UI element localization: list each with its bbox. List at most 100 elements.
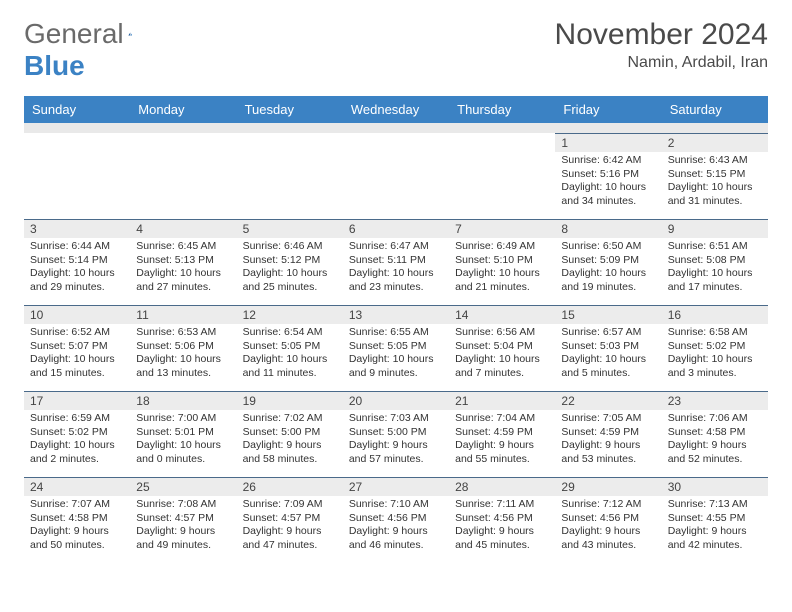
day-cell: 28Sunrise: 7:11 AMSunset: 4:56 PMDayligh… (449, 477, 555, 563)
day-text: Sunrise: 6:53 AMSunset: 5:06 PMDaylight:… (136, 324, 230, 381)
day-text: Sunrise: 6:57 AMSunset: 5:03 PMDaylight:… (561, 324, 655, 381)
day-content: Sunrise: 6:59 AMSunset: 5:02 PMDaylight:… (24, 410, 130, 471)
day-cell: 10Sunrise: 6:52 AMSunset: 5:07 PMDayligh… (24, 305, 130, 391)
day-cell: 1Sunrise: 6:42 AMSunset: 5:16 PMDaylight… (555, 133, 661, 219)
day-number: 21 (449, 391, 555, 410)
day-content: Sunrise: 6:44 AMSunset: 5:14 PMDaylight:… (24, 238, 130, 299)
day-text: Sunrise: 7:10 AMSunset: 4:56 PMDaylight:… (349, 496, 443, 553)
day-content: Sunrise: 7:03 AMSunset: 5:00 PMDaylight:… (343, 410, 449, 471)
day-content: Sunrise: 6:46 AMSunset: 5:12 PMDaylight:… (237, 238, 343, 299)
day-number: 4 (130, 219, 236, 238)
logo: General (24, 18, 156, 50)
calendar-row: 10Sunrise: 6:52 AMSunset: 5:07 PMDayligh… (24, 305, 768, 391)
day-text: Sunrise: 7:03 AMSunset: 5:00 PMDaylight:… (349, 410, 443, 467)
day-text: Sunrise: 6:43 AMSunset: 5:15 PMDaylight:… (668, 152, 762, 209)
day-cell: 21Sunrise: 7:04 AMSunset: 4:59 PMDayligh… (449, 391, 555, 477)
day-content: Sunrise: 7:13 AMSunset: 4:55 PMDaylight:… (662, 496, 768, 557)
day-number: 10 (24, 305, 130, 324)
day-number: 15 (555, 305, 661, 324)
day-text: Sunrise: 6:55 AMSunset: 5:05 PMDaylight:… (349, 324, 443, 381)
day-content: Sunrise: 7:05 AMSunset: 4:59 PMDaylight:… (555, 410, 661, 471)
day-text: Sunrise: 6:47 AMSunset: 5:11 PMDaylight:… (349, 238, 443, 295)
day-cell: 25Sunrise: 7:08 AMSunset: 4:57 PMDayligh… (130, 477, 236, 563)
blank-header-row (24, 123, 768, 133)
day-text: Sunrise: 6:56 AMSunset: 5:04 PMDaylight:… (455, 324, 549, 381)
day-text: Sunrise: 6:45 AMSunset: 5:13 PMDaylight:… (136, 238, 230, 295)
weekday-header: Thursday (449, 96, 555, 123)
day-content: Sunrise: 7:10 AMSunset: 4:56 PMDaylight:… (343, 496, 449, 557)
day-number: 3 (24, 219, 130, 238)
day-number: 8 (555, 219, 661, 238)
day-cell: 15Sunrise: 6:57 AMSunset: 5:03 PMDayligh… (555, 305, 661, 391)
day-content: Sunrise: 6:58 AMSunset: 5:02 PMDaylight:… (662, 324, 768, 385)
day-cell: 9Sunrise: 6:51 AMSunset: 5:08 PMDaylight… (662, 219, 768, 305)
day-number: 13 (343, 305, 449, 324)
day-cell: 17Sunrise: 6:59 AMSunset: 5:02 PMDayligh… (24, 391, 130, 477)
weekday-header: Wednesday (343, 96, 449, 123)
day-content: Sunrise: 7:04 AMSunset: 4:59 PMDaylight:… (449, 410, 555, 471)
weekday-header: Saturday (662, 96, 768, 123)
calendar-row: 17Sunrise: 6:59 AMSunset: 5:02 PMDayligh… (24, 391, 768, 477)
day-content: Sunrise: 6:54 AMSunset: 5:05 PMDaylight:… (237, 324, 343, 385)
day-number: 23 (662, 391, 768, 410)
title-block: November 2024 Namin, Ardabil, Iran (555, 18, 768, 72)
day-text: Sunrise: 7:07 AMSunset: 4:58 PMDaylight:… (30, 496, 124, 553)
day-text: Sunrise: 6:58 AMSunset: 5:02 PMDaylight:… (668, 324, 762, 381)
calendar-row: 1Sunrise: 6:42 AMSunset: 5:16 PMDaylight… (24, 133, 768, 219)
day-content: Sunrise: 6:51 AMSunset: 5:08 PMDaylight:… (662, 238, 768, 299)
day-number: 9 (662, 219, 768, 238)
day-text: Sunrise: 7:02 AMSunset: 5:00 PMDaylight:… (243, 410, 337, 467)
day-content: Sunrise: 7:02 AMSunset: 5:00 PMDaylight:… (237, 410, 343, 471)
day-content: Sunrise: 6:47 AMSunset: 5:11 PMDaylight:… (343, 238, 449, 299)
day-content: Sunrise: 7:07 AMSunset: 4:58 PMDaylight:… (24, 496, 130, 557)
calendar-table: Sunday Monday Tuesday Wednesday Thursday… (24, 96, 768, 563)
day-number: 12 (237, 305, 343, 324)
day-cell (449, 133, 555, 219)
day-text: Sunrise: 6:49 AMSunset: 5:10 PMDaylight:… (455, 238, 549, 295)
day-number: 17 (24, 391, 130, 410)
day-cell: 16Sunrise: 6:58 AMSunset: 5:02 PMDayligh… (662, 305, 768, 391)
day-text: Sunrise: 6:51 AMSunset: 5:08 PMDaylight:… (668, 238, 762, 295)
day-content: Sunrise: 6:52 AMSunset: 5:07 PMDaylight:… (24, 324, 130, 385)
day-cell (237, 133, 343, 219)
day-cell: 26Sunrise: 7:09 AMSunset: 4:57 PMDayligh… (237, 477, 343, 563)
day-text: Sunrise: 6:54 AMSunset: 5:05 PMDaylight:… (243, 324, 337, 381)
day-content: Sunrise: 6:57 AMSunset: 5:03 PMDaylight:… (555, 324, 661, 385)
logo-text-blue: Blue (24, 50, 85, 82)
day-text: Sunrise: 7:06 AMSunset: 4:58 PMDaylight:… (668, 410, 762, 467)
day-number: 2 (662, 133, 768, 152)
day-text: Sunrise: 7:00 AMSunset: 5:01 PMDaylight:… (136, 410, 230, 467)
day-content: Sunrise: 6:55 AMSunset: 5:05 PMDaylight:… (343, 324, 449, 385)
day-number: 18 (130, 391, 236, 410)
day-content: Sunrise: 6:49 AMSunset: 5:10 PMDaylight:… (449, 238, 555, 299)
day-cell: 29Sunrise: 7:12 AMSunset: 4:56 PMDayligh… (555, 477, 661, 563)
day-text: Sunrise: 6:59 AMSunset: 5:02 PMDaylight:… (30, 410, 124, 467)
day-content: Sunrise: 6:56 AMSunset: 5:04 PMDaylight:… (449, 324, 555, 385)
calendar-body: 1Sunrise: 6:42 AMSunset: 5:16 PMDaylight… (24, 133, 768, 563)
day-text: Sunrise: 6:52 AMSunset: 5:07 PMDaylight:… (30, 324, 124, 381)
day-cell: 2Sunrise: 6:43 AMSunset: 5:15 PMDaylight… (662, 133, 768, 219)
day-cell: 20Sunrise: 7:03 AMSunset: 5:00 PMDayligh… (343, 391, 449, 477)
weekday-header: Sunday (24, 96, 130, 123)
day-content: Sunrise: 7:09 AMSunset: 4:57 PMDaylight:… (237, 496, 343, 557)
day-number: 6 (343, 219, 449, 238)
day-number: 27 (343, 477, 449, 496)
day-number: 11 (130, 305, 236, 324)
day-cell: 7Sunrise: 6:49 AMSunset: 5:10 PMDaylight… (449, 219, 555, 305)
day-number: 26 (237, 477, 343, 496)
day-content: Sunrise: 6:43 AMSunset: 5:15 PMDaylight:… (662, 152, 768, 213)
day-text: Sunrise: 7:08 AMSunset: 4:57 PMDaylight:… (136, 496, 230, 553)
day-text: Sunrise: 6:46 AMSunset: 5:12 PMDaylight:… (243, 238, 337, 295)
day-cell: 19Sunrise: 7:02 AMSunset: 5:00 PMDayligh… (237, 391, 343, 477)
month-title: November 2024 (555, 18, 768, 52)
day-number: 20 (343, 391, 449, 410)
day-number: 24 (24, 477, 130, 496)
day-number: 22 (555, 391, 661, 410)
day-number: 7 (449, 219, 555, 238)
day-cell: 4Sunrise: 6:45 AMSunset: 5:13 PMDaylight… (130, 219, 236, 305)
day-cell: 27Sunrise: 7:10 AMSunset: 4:56 PMDayligh… (343, 477, 449, 563)
day-content: Sunrise: 7:12 AMSunset: 4:56 PMDaylight:… (555, 496, 661, 557)
calendar-row: 3Sunrise: 6:44 AMSunset: 5:14 PMDaylight… (24, 219, 768, 305)
day-text: Sunrise: 6:44 AMSunset: 5:14 PMDaylight:… (30, 238, 124, 295)
day-cell: 30Sunrise: 7:13 AMSunset: 4:55 PMDayligh… (662, 477, 768, 563)
